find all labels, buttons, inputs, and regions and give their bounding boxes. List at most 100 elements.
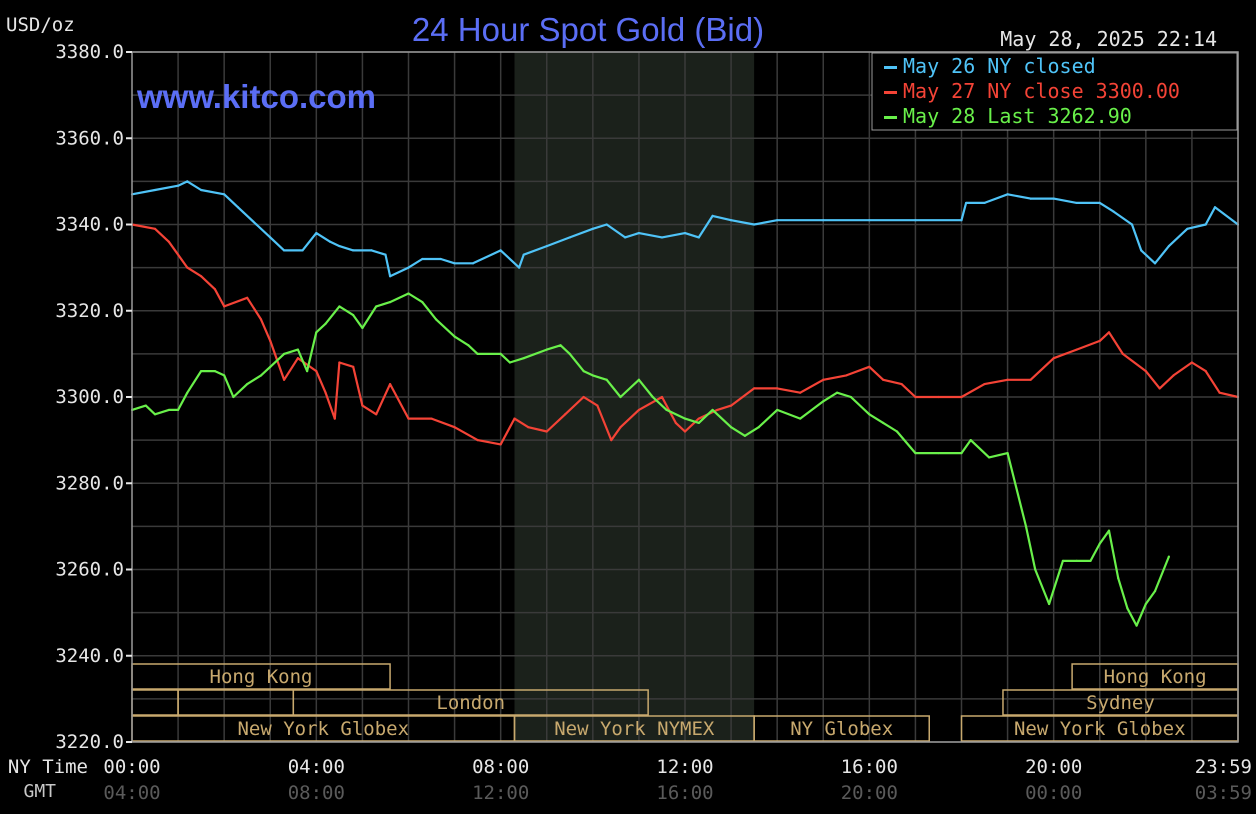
data-point — [513, 417, 516, 420]
data-point — [153, 413, 157, 416]
data-point — [845, 374, 848, 377]
data-point — [333, 417, 336, 420]
data-point — [186, 391, 189, 394]
data-point — [605, 378, 608, 381]
data-point — [1144, 370, 1147, 373]
data-point — [296, 348, 299, 351]
data-point — [1006, 193, 1009, 196]
data-point — [1089, 559, 1092, 562]
x-tick-label-ny: 16:00 — [841, 756, 898, 778]
data-point — [338, 361, 341, 364]
data-point — [1075, 348, 1078, 351]
series-lines — [130, 180, 1240, 627]
market-session-box — [292, 689, 649, 716]
data-point — [324, 322, 327, 325]
data-point — [1144, 602, 1147, 606]
data-point — [384, 253, 387, 256]
data-point — [660, 236, 664, 239]
data-point — [153, 227, 157, 230]
data-point — [674, 421, 677, 424]
gmt-label: GMT — [23, 781, 56, 802]
data-point — [1126, 607, 1129, 610]
timestamp: May 28, 2025 22:14 — [1000, 27, 1217, 51]
data-point — [338, 305, 341, 308]
y-tick-label: 3380.0 — [55, 41, 124, 63]
data-point — [352, 249, 355, 252]
y-tick-label: 3320.0 — [55, 300, 124, 322]
data-point — [1029, 378, 1032, 381]
data-point — [232, 395, 235, 399]
legend: May 26 NY closed May 27 NY close 3300.00… — [871, 52, 1238, 131]
data-point — [176, 408, 180, 412]
legend-swatch-may28 — [884, 116, 897, 119]
data-point — [914, 451, 917, 455]
data-point — [605, 223, 608, 226]
market-session-label: NY Globex — [790, 718, 893, 740]
data-point — [329, 240, 332, 243]
data-point — [282, 378, 286, 381]
data-point — [407, 266, 410, 269]
data-point — [1075, 201, 1078, 205]
data-point — [1006, 378, 1009, 381]
data-point — [453, 426, 456, 429]
x-tick-label-gmt: 00:00 — [1025, 782, 1082, 804]
data-point — [269, 236, 272, 239]
data-point — [236, 206, 240, 209]
data-point — [508, 361, 511, 364]
data-point — [375, 413, 378, 416]
data-point — [527, 426, 530, 429]
data-point — [1153, 262, 1157, 265]
data-point — [822, 219, 825, 222]
x-tick-label-ny: 00:00 — [103, 756, 160, 778]
data-point — [315, 331, 318, 334]
data-point — [1204, 370, 1207, 373]
data-point — [564, 413, 567, 416]
data-point — [282, 249, 286, 252]
data-point — [711, 408, 714, 412]
data-point — [361, 326, 364, 330]
y-tick-label: 3280.0 — [55, 472, 124, 494]
data-point — [1006, 451, 1009, 455]
data-point — [937, 451, 940, 455]
market-session-label: Sydney — [1086, 692, 1155, 714]
data-point — [591, 374, 594, 377]
data-point — [868, 413, 871, 416]
data-point — [306, 370, 309, 373]
x-tick-label-gmt: 16:00 — [656, 782, 713, 804]
data-point — [895, 430, 899, 433]
data-point — [499, 249, 502, 252]
data-point — [1098, 201, 1101, 205]
data-point — [1153, 589, 1157, 593]
data-point — [315, 370, 318, 373]
data-point — [269, 365, 272, 368]
data-point — [651, 395, 654, 399]
data-point — [223, 374, 226, 377]
data-point — [1107, 331, 1111, 334]
data-point — [144, 404, 147, 407]
data-point — [799, 417, 802, 420]
data-point — [1117, 577, 1120, 580]
data-point — [1130, 223, 1134, 226]
data-point — [960, 451, 963, 455]
data-point — [200, 275, 203, 278]
data-point — [776, 219, 779, 222]
data-point — [361, 404, 364, 407]
data-point — [960, 219, 963, 222]
x-tick-label-gmt: 12:00 — [472, 782, 529, 804]
data-point — [213, 288, 217, 291]
x-tick-label-ny: 08:00 — [472, 756, 529, 778]
y-tick-label: 3340.0 — [55, 214, 124, 236]
data-point — [407, 417, 410, 420]
data-point — [757, 426, 760, 429]
data-point — [545, 348, 548, 351]
data-point — [338, 244, 341, 248]
data-point — [1075, 559, 1078, 562]
data-point — [969, 439, 972, 442]
data-point — [1061, 559, 1064, 562]
data-point — [1121, 352, 1124, 355]
data-point — [822, 378, 825, 381]
data-point — [471, 262, 475, 265]
data-point — [388, 382, 392, 386]
data-point — [499, 352, 502, 355]
data-point — [421, 301, 424, 304]
